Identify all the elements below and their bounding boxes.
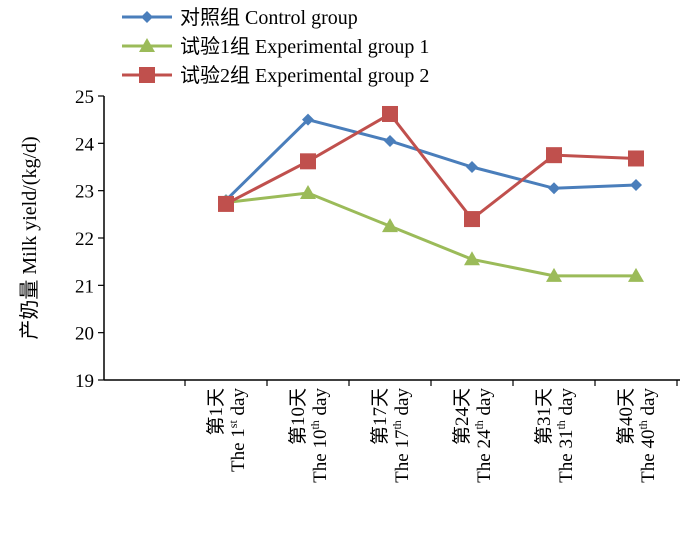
y-tick-label: 25 [75,87,94,108]
series-line [225,112,637,222]
data-point [546,267,562,282]
x-tick-label-cn: 第24天 [451,388,473,445]
y-tick-label: 22 [75,229,94,250]
data-point [218,195,234,212]
x-tick-label-en: The 10th day [308,388,331,483]
data-point [302,113,314,126]
x-tick-label-en: The 24th day [472,388,495,483]
series-1 [220,113,642,207]
y-tick-label: 19 [75,371,94,392]
x-tick-label-en: The 1st day [226,388,249,472]
data-point [300,153,316,170]
data-point [546,147,562,164]
legend-swatch-marker [139,67,155,83]
data-point [464,251,480,266]
x-tick-label-cn: 第1天 [205,388,227,436]
y-axis-label-group: 产奶量 Milk yield/(kg/d) [18,136,41,339]
x-tick-label-en: The 31th day [554,388,577,483]
legend-swatch-marker [141,11,153,23]
y-tick-label: 21 [75,276,94,297]
x-tick-label-cn: 第10天 [287,388,309,445]
y-tick-label: 24 [75,134,95,155]
x-tick-label-en: The 40th day [636,388,659,483]
legend-entry-1: 对照组 Control group [122,6,358,29]
legend-swatch-marker [139,38,155,52]
data-point [630,178,642,191]
data-point [382,218,398,233]
data-point [628,150,644,167]
legend: 对照组 Control group 试验1组 Experimental group… [122,6,429,87]
y-tick-label: 23 [75,182,94,203]
x-tick-label-cn: 第17天 [369,388,391,445]
y-tick-label: 20 [75,324,94,345]
legend-label: 试验1组 Experimental group 1 [180,35,429,58]
series-3 [218,105,644,228]
data-point [548,182,560,195]
legend-entry-2: 试验1组 Experimental group 1 [122,35,429,58]
data-point [382,105,398,122]
legend-label: 对照组 Control group [180,6,358,29]
data-point [628,267,644,282]
legend-label: 试验2组 Experimental group 2 [180,64,429,87]
series-2 [218,185,644,282]
series-group [218,105,644,282]
x-tick-label-cn: 第40天 [615,388,637,445]
x-tick-label-cn: 第31天 [533,388,555,445]
series-line [225,191,636,278]
data-point [300,185,316,200]
data-point [384,134,396,147]
legend-entry-3: 试验2组 Experimental group 2 [122,64,429,87]
y-axis-label: 产奶量 Milk yield/(kg/d) [18,136,41,339]
data-point [466,161,478,173]
data-point [464,211,480,228]
series-line [224,118,637,202]
x-tick-label-en: The 17th day [390,388,413,483]
